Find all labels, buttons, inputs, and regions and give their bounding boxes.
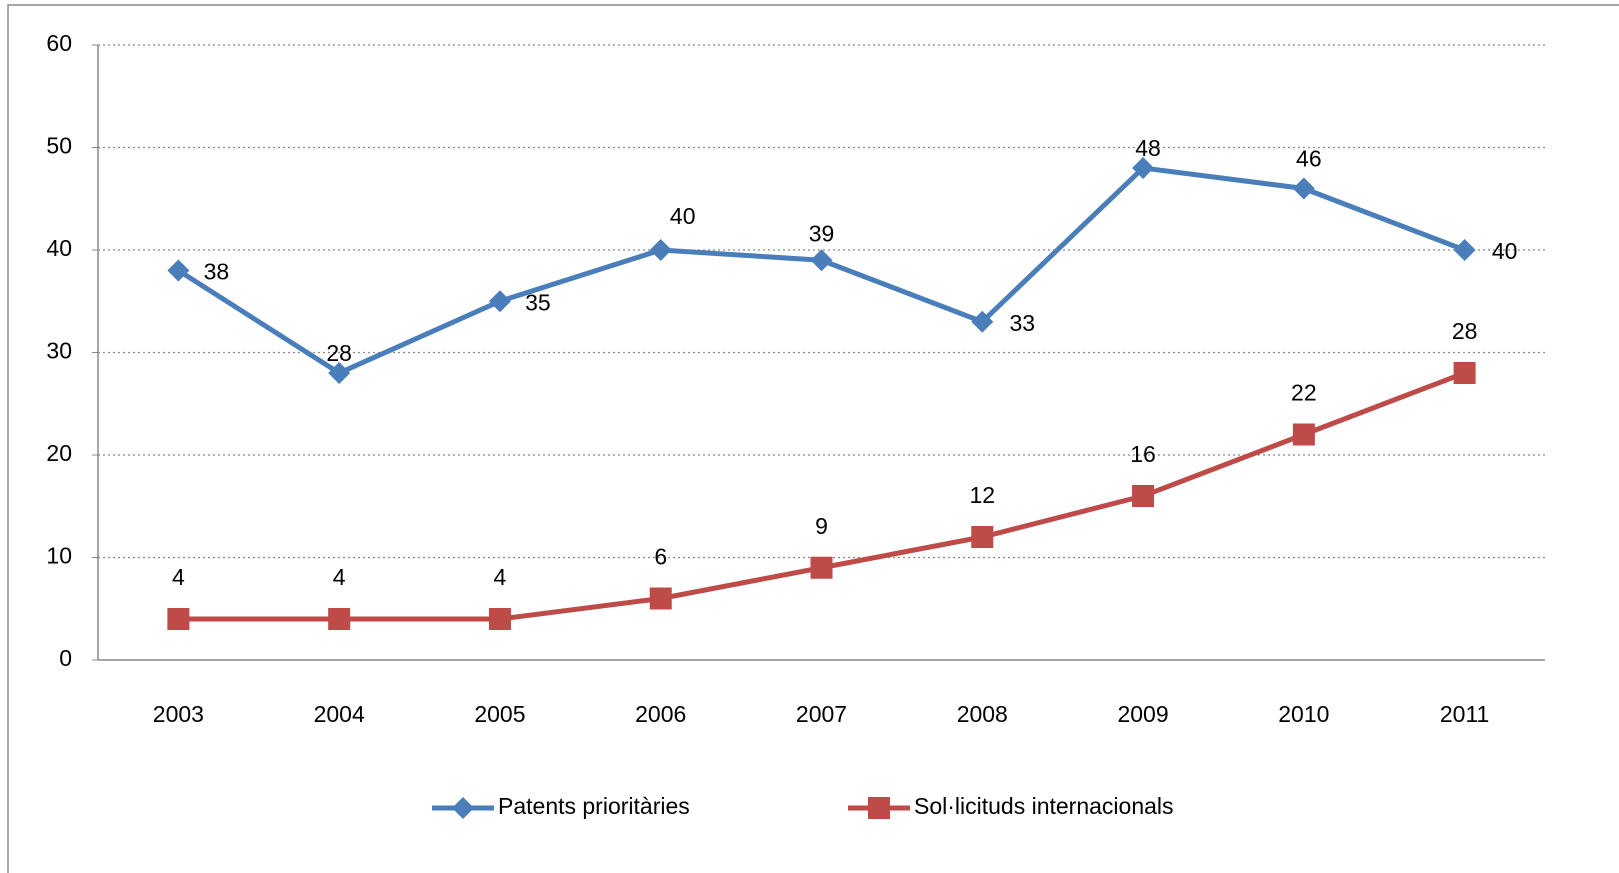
data-point xyxy=(1132,485,1155,507)
legend-label: Sol·licituds internacionals xyxy=(914,793,1174,819)
data-point xyxy=(1453,239,1476,261)
y-tick-label: 30 xyxy=(46,338,72,364)
data-label: 40 xyxy=(1492,238,1518,264)
x-tick-label: 2003 xyxy=(153,701,204,727)
data-label: 12 xyxy=(969,482,995,508)
y-tick-label: 0 xyxy=(59,645,72,671)
data-label: 38 xyxy=(204,259,230,285)
data-point xyxy=(1132,157,1155,179)
x-tick-label: 2007 xyxy=(796,701,847,727)
data-point xyxy=(488,290,511,313)
data-label: 33 xyxy=(1009,310,1035,336)
data-label: 40 xyxy=(670,203,696,229)
data-point xyxy=(971,526,994,548)
data-label: 28 xyxy=(1452,318,1478,344)
data-point xyxy=(810,249,833,272)
x-tick-label: 2008 xyxy=(957,701,1008,727)
data-point xyxy=(328,608,351,630)
data-label: 22 xyxy=(1291,380,1317,406)
chart-frame xyxy=(7,4,1619,873)
data-point xyxy=(1292,423,1315,446)
x-tick-label: 2005 xyxy=(474,701,525,727)
data-point xyxy=(810,556,833,579)
data-point xyxy=(649,239,672,261)
data-label: 4 xyxy=(494,564,507,590)
data-point xyxy=(328,362,351,384)
x-tick-label: 2004 xyxy=(314,701,365,727)
data-point xyxy=(1292,177,1315,200)
y-tick-label: 40 xyxy=(46,235,72,261)
data-label: 35 xyxy=(525,289,551,315)
data-point xyxy=(167,608,190,630)
y-tick-label: 20 xyxy=(46,440,72,466)
data-point xyxy=(971,310,994,333)
data-label: 4 xyxy=(333,564,346,590)
legend-marker xyxy=(452,797,474,819)
data-point xyxy=(167,259,190,282)
data-label: 39 xyxy=(809,220,835,246)
data-point xyxy=(488,608,511,630)
data-point xyxy=(1453,362,1476,384)
data-label: 28 xyxy=(326,340,352,366)
data-point xyxy=(649,587,672,610)
legend-marker xyxy=(868,797,890,819)
x-tick-label: 2006 xyxy=(635,701,686,727)
series-line xyxy=(178,370,1466,622)
y-tick-label: 10 xyxy=(46,543,72,569)
data-label: 6 xyxy=(654,544,667,570)
data-label: 16 xyxy=(1130,441,1156,467)
data-label: 46 xyxy=(1296,146,1322,172)
data-label: 4 xyxy=(172,564,185,590)
legend-label: Patents prioritàries xyxy=(498,793,690,819)
x-tick-label: 2010 xyxy=(1278,701,1329,727)
y-tick-label: 60 xyxy=(46,30,72,56)
data-label: 9 xyxy=(815,513,828,539)
x-tick-label: 2011 xyxy=(1440,701,1489,727)
data-label: 48 xyxy=(1135,135,1161,161)
y-tick-label: 50 xyxy=(46,133,72,159)
x-tick-label: 2009 xyxy=(1117,701,1168,727)
